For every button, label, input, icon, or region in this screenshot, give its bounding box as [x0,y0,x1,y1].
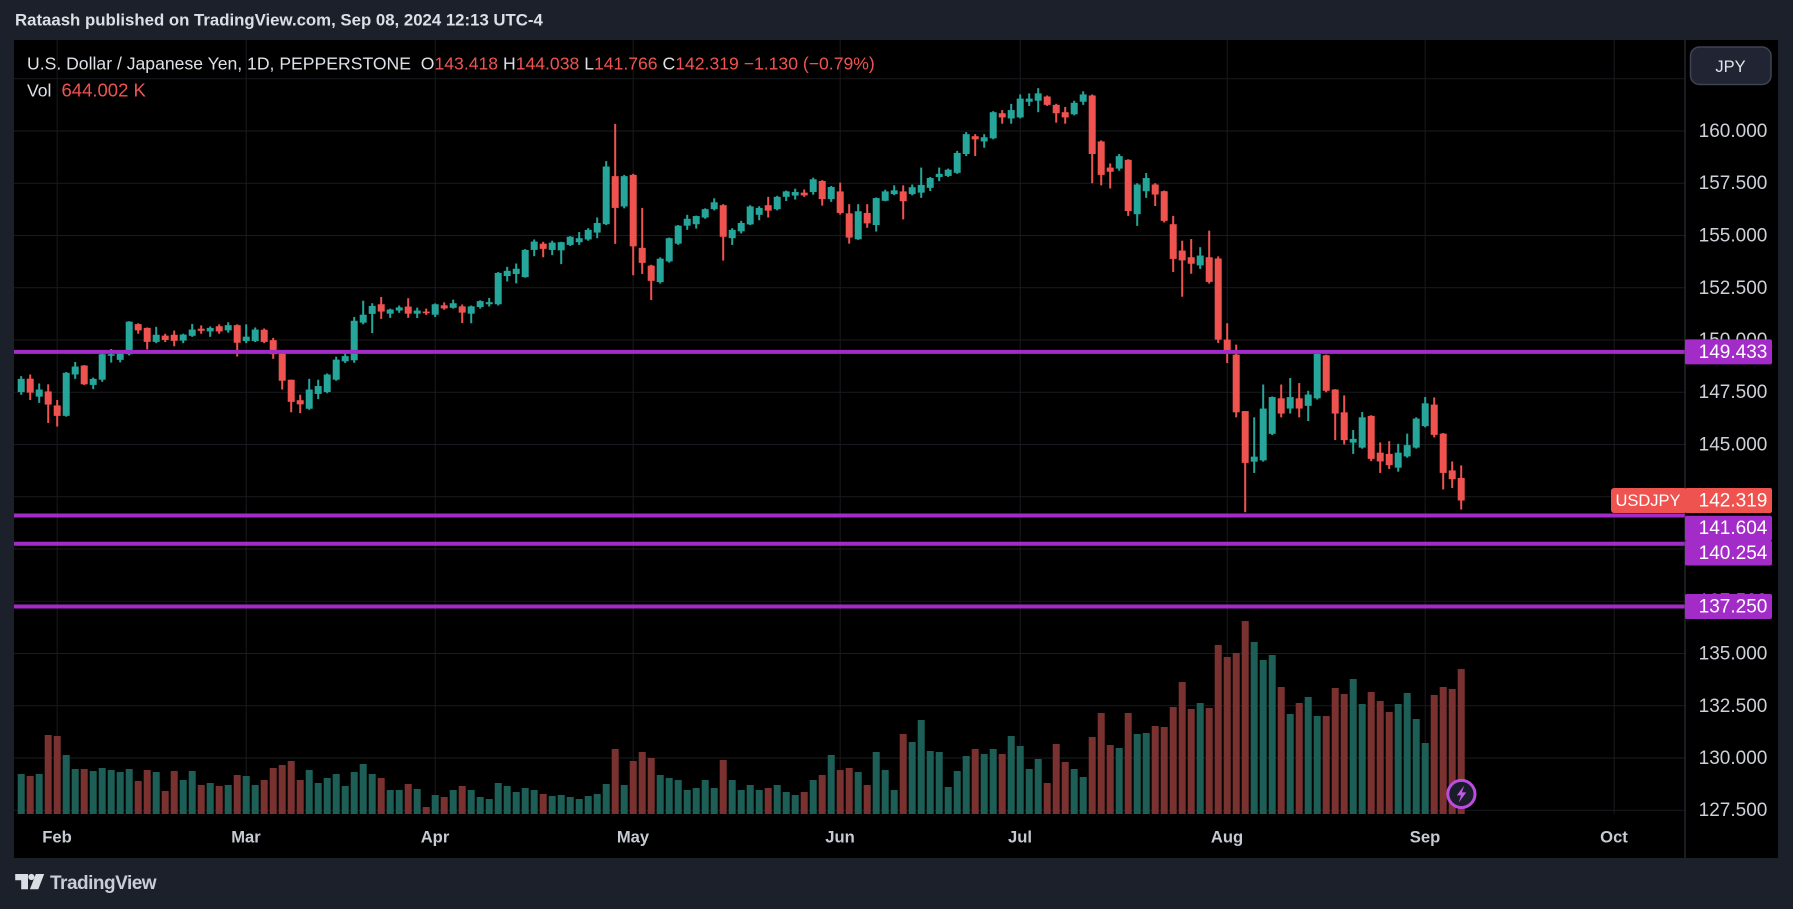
svg-text:140.254: 140.254 [1699,543,1768,564]
svg-text:TradingView: TradingView [50,873,157,894]
svg-text:May: May [617,828,650,847]
svg-text:USDJPY: USDJPY [1615,492,1680,510]
svg-text:Vol 644.002 K: Vol 644.002 K [27,80,147,101]
svg-text:Jul: Jul [1008,828,1032,847]
svg-text:155.000: 155.000 [1699,226,1768,247]
svg-text:Apr: Apr [421,828,450,847]
svg-text:157.500: 157.500 [1699,173,1768,194]
svg-text:Aug: Aug [1211,828,1243,847]
svg-text:137.250: 137.250 [1699,597,1768,618]
svg-text:160.000: 160.000 [1699,121,1768,142]
svg-text:135.000: 135.000 [1699,644,1768,665]
svg-text:Jun: Jun [825,828,855,847]
svg-text:141.604: 141.604 [1699,518,1768,539]
svg-text:147.500: 147.500 [1699,382,1768,403]
svg-text:U.S. Dollar / Japanese Yen, 1D: U.S. Dollar / Japanese Yen, 1D, PEPPERST… [27,54,875,74]
svg-text:Rataash published on TradingVi: Rataash published on TradingView.com, Se… [15,11,544,30]
svg-text:Feb: Feb [42,828,72,847]
svg-text:Mar: Mar [231,828,261,847]
svg-text:149.433: 149.433 [1699,342,1768,363]
svg-text:Oct: Oct [1600,828,1628,847]
svg-text:Sep: Sep [1410,828,1440,847]
svg-text:130.000: 130.000 [1699,748,1768,769]
svg-text:JPY: JPY [1715,58,1745,76]
svg-text:152.500: 152.500 [1699,278,1768,299]
svg-text:145.000: 145.000 [1699,435,1768,456]
svg-text:142.319: 142.319 [1699,491,1768,512]
svg-text:132.500: 132.500 [1699,696,1768,717]
svg-text:127.500: 127.500 [1699,800,1768,821]
